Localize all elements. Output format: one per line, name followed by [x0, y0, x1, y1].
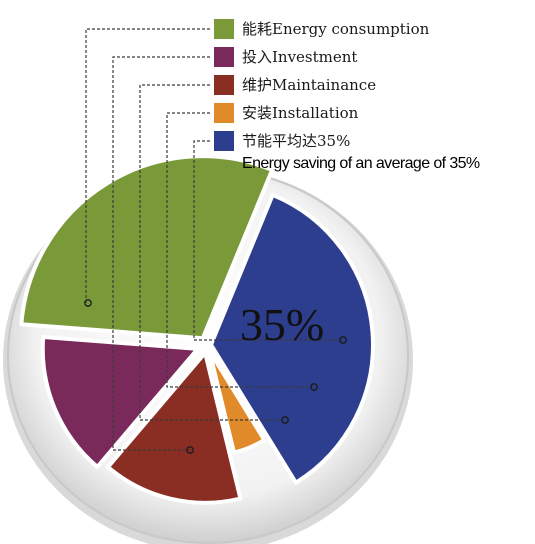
pie-slice-4: [208, 192, 375, 485]
legend-sublabel-4: Energy saving of an average of 35%: [242, 155, 480, 172]
leader-line-2: [139, 84, 285, 421]
legend-swatch-3: [214, 103, 234, 123]
leader-dot-3: [310, 383, 318, 391]
leader-line-3: [166, 112, 314, 388]
pie-slice-1: [40, 334, 200, 469]
pie-slice-2: [105, 350, 243, 505]
legend-label-1: 投入Investment: [242, 48, 357, 66]
legend-swatch-0: [214, 19, 234, 39]
legend-swatch-2: [214, 75, 234, 95]
leader-dot-1: [186, 446, 194, 454]
center-percent-label: 35%: [240, 299, 324, 350]
pie-slice-3: [207, 348, 267, 455]
leader-line-4: [193, 140, 343, 341]
legend-label-2: 维护Maintainance: [242, 76, 376, 94]
pie-slice-0: [19, 154, 275, 341]
legend-label-3: 安装Installation: [242, 104, 359, 122]
leader-dot-4: [339, 336, 347, 344]
legend-swatch-4: [214, 131, 234, 151]
leader-dot-0: [84, 299, 92, 307]
leader-line-0: [85, 28, 210, 304]
legend-swatch-1: [214, 47, 234, 67]
leader-dot-2: [281, 416, 289, 424]
legend-label-0: 能耗Energy consumption: [242, 20, 430, 38]
legend-label-4: 节能平均达35%: [242, 132, 350, 150]
